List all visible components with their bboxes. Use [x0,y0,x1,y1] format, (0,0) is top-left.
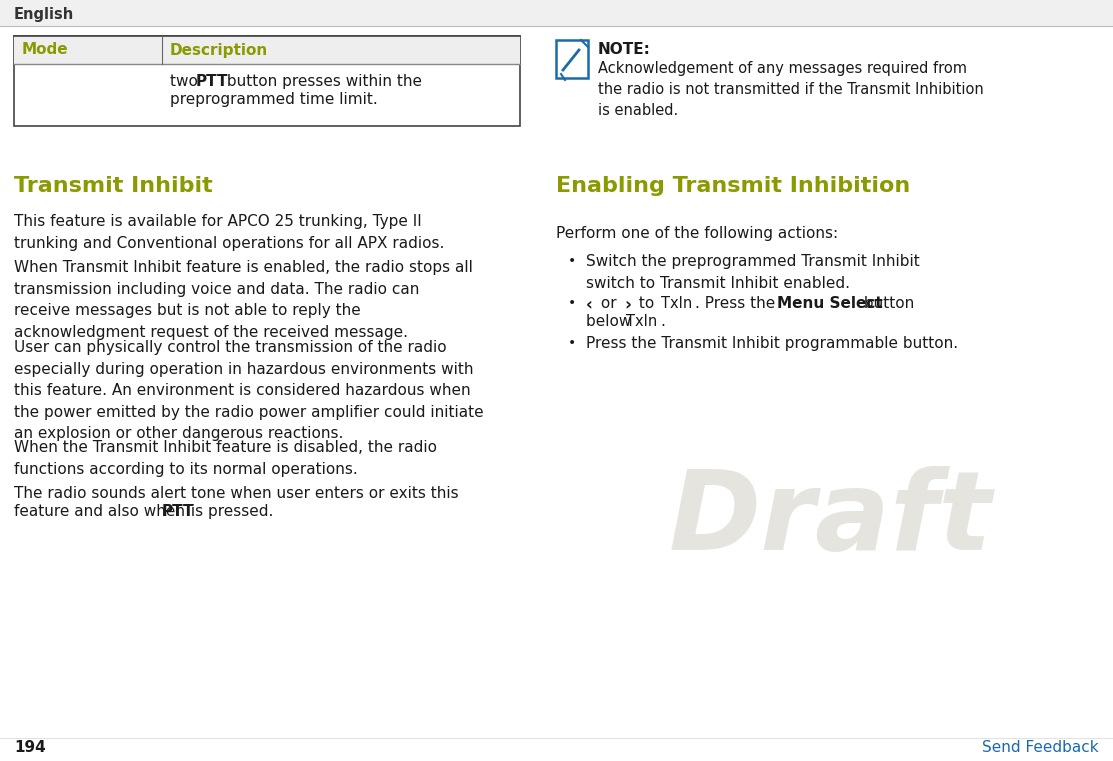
Bar [14,36,520,64]
Text: Acknowledgement of any messages required from
the radio is not transmitted if th: Acknowledgement of any messages required… [598,61,984,118]
Text: .: . [660,314,664,329]
Text: TxIn: TxIn [626,314,658,329]
Text: Description: Description [170,43,268,58]
Text: The radio sounds alert tone when user enters or exits this: The radio sounds alert tone when user en… [14,486,459,501]
Text: PTT: PTT [196,74,228,89]
Text: This feature is available for APCO 25 trunking, Type II
trunking and Conventiona: This feature is available for APCO 25 tr… [14,214,444,250]
Text: to: to [634,296,659,311]
Text: •: • [568,336,577,350]
Text: button presses within the: button presses within the [221,74,422,89]
Text: ‹: ‹ [587,296,593,314]
Text: When Transmit Inhibit feature is enabled, the radio stops all
transmission inclu: When Transmit Inhibit feature is enabled… [14,260,473,340]
Text: English: English [14,7,75,21]
Text: Menu Select: Menu Select [777,296,883,311]
Bar [0,0,1113,26]
Text: TxIn: TxIn [661,296,692,311]
Text: preprogrammed time limit.: preprogrammed time limit. [170,92,377,107]
Text: button: button [859,296,914,311]
Text: •: • [568,296,577,310]
Text: •: • [568,254,577,268]
Bar [556,40,588,78]
Text: ›: › [624,296,631,314]
Text: When the Transmit Inhibit feature is disabled, the radio
functions according to : When the Transmit Inhibit feature is dis… [14,440,437,476]
Text: or: or [595,296,621,311]
Text: Press the Transmit Inhibit programmable button.: Press the Transmit Inhibit programmable … [587,336,958,351]
Text: Switch the preprogrammed Transmit Inhibit
switch to Transmit Inhibit enabled.: Switch the preprogrammed Transmit Inhibi… [587,254,919,291]
Text: below: below [587,314,637,329]
Text: Transmit Inhibit: Transmit Inhibit [14,176,213,196]
Text: Enabling Transmit Inhibition: Enabling Transmit Inhibition [556,176,910,196]
Text: . Press the: . Press the [695,296,780,311]
Text: NOTE:: NOTE: [598,42,651,57]
Text: 194: 194 [14,740,46,756]
Text: User can physically control the transmission of the radio
especially during oper: User can physically control the transmis… [14,340,484,441]
Text: Mode: Mode [22,43,69,58]
Text: Send Feedback: Send Feedback [983,740,1099,756]
Text: is pressed.: is pressed. [186,504,274,519]
Bar [14,36,520,126]
Text: PTT: PTT [162,504,195,519]
Text: two: two [170,74,203,89]
Text: Draft: Draft [668,466,992,574]
Text: feature and also when: feature and also when [14,504,190,519]
Text: Perform one of the following actions:: Perform one of the following actions: [556,226,838,241]
